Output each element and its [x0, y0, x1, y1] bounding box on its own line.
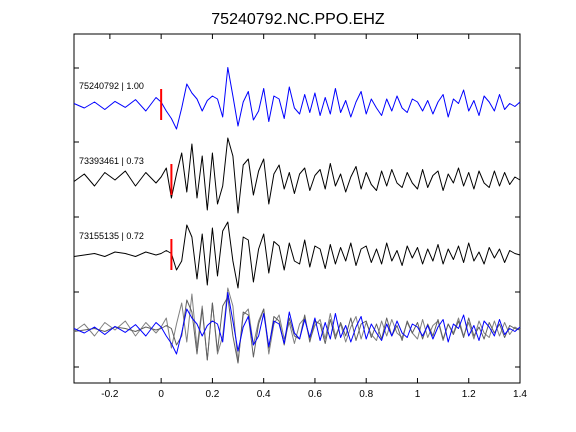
x-tick-label: 0 [158, 389, 164, 400]
trace-label: 73155135 | 0.72 [79, 231, 144, 241]
x-tick-label: 1 [415, 389, 421, 400]
x-tick-label: 0.2 [205, 389, 219, 400]
x-tick-label: 1.4 [513, 389, 527, 400]
x-tick-label: 0.8 [359, 389, 373, 400]
chart-title: 75240792.NC.PPO.EHZ [211, 11, 385, 28]
x-tick-label: 1.2 [462, 389, 476, 400]
trace-label: 75240792 | 1.00 [79, 81, 144, 91]
x-tick-label: -0.2 [101, 389, 119, 400]
trace-label: 73393461 | 0.73 [79, 156, 144, 166]
x-tick-label: 0.6 [308, 389, 322, 400]
x-tick-label: 0.4 [257, 389, 271, 400]
